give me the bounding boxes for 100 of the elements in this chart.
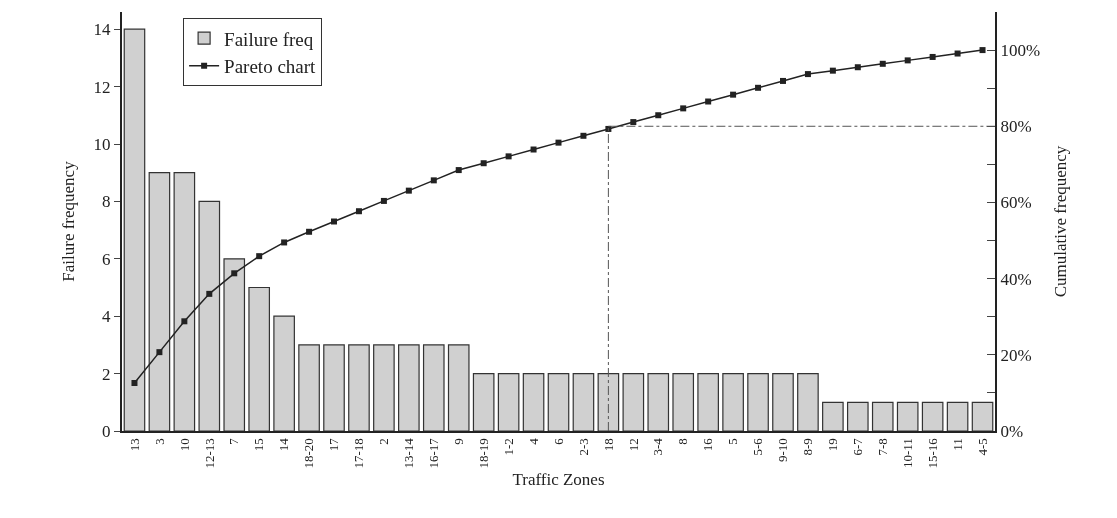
bar <box>123 28 146 431</box>
x-tick-label: 15 <box>251 438 267 452</box>
point <box>331 218 338 225</box>
point <box>555 139 562 146</box>
x-tick-label: 17-18 <box>351 438 367 469</box>
bar <box>422 344 445 431</box>
point <box>879 60 886 67</box>
bar <box>447 344 470 431</box>
x-tick-label: 9 <box>450 438 466 445</box>
y-axis-title: Failure frequency <box>58 160 78 282</box>
y-tick-label: 14 <box>93 20 112 40</box>
x-tick-label: 13 <box>126 438 142 452</box>
y-tick-label: 2 <box>102 364 111 384</box>
x-tick-label: 16-17 <box>426 437 442 469</box>
x-tick-label: 15-16 <box>924 437 940 469</box>
bar <box>497 373 520 431</box>
bar <box>971 401 994 431</box>
x-tick-label: 7 <box>226 437 242 445</box>
x-tick-label: 3 <box>151 438 167 445</box>
x-tick-label: 5 <box>725 438 741 445</box>
point <box>580 132 587 139</box>
x-tick-label: 18 <box>600 438 616 452</box>
bar <box>547 373 570 431</box>
legend-label: Pareto chart <box>224 56 317 78</box>
bar <box>797 373 819 431</box>
bar <box>846 401 869 431</box>
bar <box>871 401 894 431</box>
x-tick-label: 10 <box>176 438 192 452</box>
bar <box>198 200 221 431</box>
point <box>505 153 512 160</box>
y2-tick-label: 60% <box>1000 193 1032 213</box>
x-tick-label: 9-10 <box>775 438 791 463</box>
bar <box>298 344 320 431</box>
x-tick-label: 10-11 <box>899 438 915 469</box>
x-tick-label: 19 <box>825 438 841 452</box>
bar <box>921 401 944 431</box>
bar <box>896 401 919 431</box>
bar <box>946 401 969 431</box>
bar <box>722 373 744 431</box>
y2-tick-label: 80% <box>1000 117 1032 137</box>
point <box>430 177 437 184</box>
x-tick-label: 3-4 <box>650 437 666 456</box>
x-tick-label: 1-2 <box>500 438 516 456</box>
x-tick-label: 16 <box>700 437 716 452</box>
point <box>854 64 861 71</box>
x-tick-label: 4-5 <box>974 438 990 456</box>
x-tick-label: 14 <box>276 437 292 452</box>
bar <box>248 286 271 431</box>
point <box>804 71 811 78</box>
bar <box>398 344 420 431</box>
bar <box>772 373 794 431</box>
x-tick-label: 13-14 <box>401 437 417 469</box>
point <box>256 253 263 260</box>
y-tick-label: 10 <box>93 134 111 154</box>
y-tick-label: 4 <box>102 307 112 327</box>
bar <box>522 373 545 431</box>
x-tick-label: 12-13 <box>201 438 217 469</box>
point <box>480 160 487 167</box>
point <box>755 84 762 91</box>
point <box>630 119 637 126</box>
x-tick-label: 8-9 <box>800 438 816 456</box>
point <box>680 105 687 112</box>
x-tick-label: 18-20 <box>301 438 317 469</box>
x-tick-label: 5-6 <box>750 437 766 456</box>
point <box>405 187 412 194</box>
point <box>156 349 163 356</box>
point <box>455 167 462 174</box>
y2-tick-label: 100% <box>1000 41 1041 61</box>
y-tick-label: 0 <box>102 421 111 441</box>
bar <box>622 373 645 431</box>
y2-tick-label: 20% <box>1000 345 1032 365</box>
bar <box>348 344 370 431</box>
bar <box>697 373 719 431</box>
point <box>306 228 313 235</box>
x-tick-label: 17 <box>326 437 342 452</box>
bar <box>148 172 171 431</box>
y2-tick-label: 0% <box>1000 421 1024 441</box>
point <box>131 380 138 387</box>
x-tick-label: 8 <box>675 438 691 445</box>
x-tick-label: 4 <box>525 437 541 445</box>
point <box>705 98 712 105</box>
point <box>904 57 911 64</box>
bar <box>273 315 295 431</box>
x-tick-label: 12 <box>625 438 641 452</box>
point <box>181 318 188 325</box>
x-axis-title: Traffic Zones <box>512 470 605 490</box>
bar <box>747 373 769 431</box>
bar <box>472 373 495 431</box>
y2-axis-title: Cumulative frequency <box>1050 145 1070 298</box>
bar <box>597 373 620 431</box>
point <box>231 270 238 277</box>
point <box>779 77 786 84</box>
point <box>380 197 387 204</box>
point <box>829 67 836 74</box>
x-tick-label: 18-19 <box>475 438 491 469</box>
bar <box>323 344 345 431</box>
point <box>530 146 537 153</box>
x-tick-label: 6 <box>550 437 566 445</box>
point <box>206 290 213 297</box>
y-tick-label: 12 <box>93 77 111 97</box>
